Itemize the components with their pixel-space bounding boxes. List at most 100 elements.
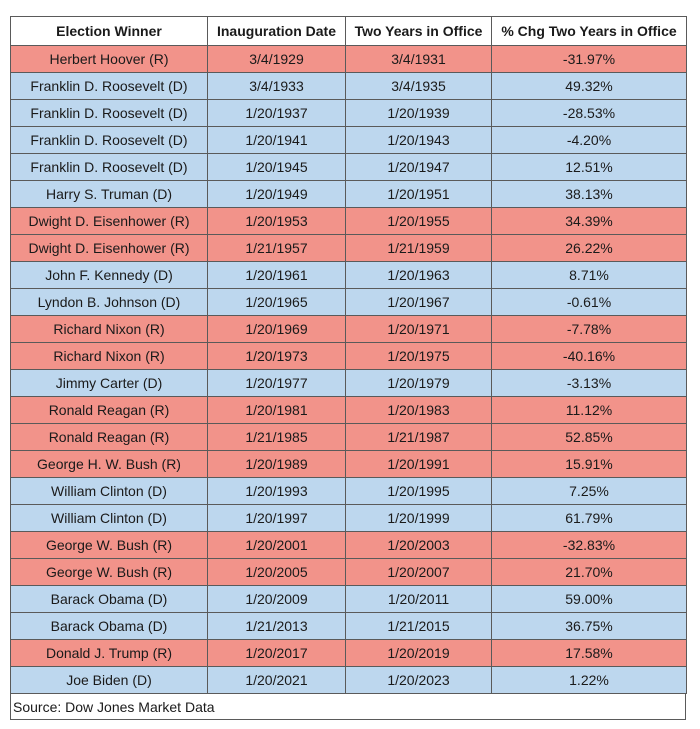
cell-two-years-in-office: 3/4/1935	[345, 72, 492, 100]
header-row: Election Winner Inauguration Date Two Ye…	[10, 16, 687, 46]
table-row: Richard Nixon (R) 1/20/1973 1/20/1975 -40.1…	[10, 342, 687, 370]
table-row: Barack Obama (D) 1/20/2009 1/20/2011 59.00%	[10, 585, 687, 613]
cell-two-years-in-office: 1/20/1947	[345, 153, 492, 181]
cell-election-winner: William Clinton (D)	[10, 477, 208, 505]
header-election-winner: Election Winner	[10, 16, 208, 46]
cell-inauguration-date: 3/4/1933	[207, 72, 346, 100]
cell-two-years-in-office: 1/20/2003	[345, 531, 492, 559]
cell-inauguration-date: 1/20/1977	[207, 369, 346, 397]
cell-inauguration-date: 1/20/1945	[207, 153, 346, 181]
cell-pct-chg: 15.91%	[491, 450, 687, 478]
table-row: George H. W. Bush (R) 1/20/1989 1/20/1991 1…	[10, 450, 687, 478]
cell-pct-chg: 38.13%	[491, 180, 687, 208]
cell-inauguration-date: 1/20/1981	[207, 396, 346, 424]
table-header: Election Winner Inauguration Date Two Ye…	[10, 16, 687, 46]
cell-pct-chg: -32.83%	[491, 531, 687, 559]
cell-inauguration-date: 1/20/1953	[207, 207, 346, 235]
cell-two-years-in-office: 1/20/2019	[345, 639, 492, 667]
table-row: Franklin D. Roosevelt (D) 1/20/1937 1/20/1…	[10, 99, 687, 127]
cell-pct-chg: 8.71%	[491, 261, 687, 289]
cell-inauguration-date: 1/21/1985	[207, 423, 346, 451]
cell-inauguration-date: 3/4/1929	[207, 45, 346, 73]
cell-pct-chg: -0.61%	[491, 288, 687, 316]
cell-inauguration-date: 1/20/2009	[207, 585, 346, 613]
cell-two-years-in-office: 1/20/1967	[345, 288, 492, 316]
cell-two-years-in-office: 1/20/1979	[345, 369, 492, 397]
cell-inauguration-date: 1/20/1993	[207, 477, 346, 505]
cell-two-years-in-office: 3/4/1931	[345, 45, 492, 73]
cell-pct-chg: 26.22%	[491, 234, 687, 262]
cell-inauguration-date: 1/20/1941	[207, 126, 346, 154]
cell-two-years-in-office: 1/20/1939	[345, 99, 492, 127]
cell-pct-chg: 61.79%	[491, 504, 687, 532]
table-row: Lyndon B. Johnson (D) 1/20/1965 1/20/1967-…	[10, 288, 687, 316]
table-row: Franklin D. Roosevelt (D) 1/20/1941 1/20/1…	[10, 126, 687, 154]
cell-election-winner: George H. W. Bush (R)	[10, 450, 208, 478]
cell-two-years-in-office: 1/21/1987	[345, 423, 492, 451]
cell-two-years-in-office: 1/21/2015	[345, 612, 492, 640]
header-two-years-in-office: Two Years in Office	[345, 16, 492, 46]
cell-pct-chg: 7.25%	[491, 477, 687, 505]
cell-two-years-in-office: 1/20/1999	[345, 504, 492, 532]
cell-inauguration-date: 1/21/1957	[207, 234, 346, 262]
table-row: Dwight D. Eisenhower (R) 1/21/1957 1/21/19…	[10, 234, 687, 262]
table-row: George W. Bush (R) 1/20/2005 1/20/2007 21.7…	[10, 558, 687, 586]
election-table-container: Election Winner Inauguration Date Two Ye…	[10, 16, 687, 720]
cell-two-years-in-office: 1/20/2007	[345, 558, 492, 586]
header-pct-chg: % Chg Two Years in Office	[491, 16, 687, 46]
source-note: Source: Dow Jones Market Data	[10, 694, 686, 720]
table-row: William Clinton (D) 1/20/1997 1/20/1999 61.…	[10, 504, 687, 532]
cell-pct-chg: -3.13%	[491, 369, 687, 397]
cell-two-years-in-office: 1/20/1943	[345, 126, 492, 154]
cell-election-winner: Richard Nixon (R)	[10, 315, 208, 343]
table-row: Franklin D. Roosevelt (D) 1/20/1945 1/20/1…	[10, 153, 687, 181]
cell-pct-chg: -4.20%	[491, 126, 687, 154]
cell-two-years-in-office: 1/20/1991	[345, 450, 492, 478]
cell-inauguration-date: 1/20/2021	[207, 666, 346, 694]
cell-election-winner: Joe Biden (D)	[10, 666, 208, 694]
cell-election-winner: Ronald Reagan (R)	[10, 423, 208, 451]
cell-two-years-in-office: 1/20/1971	[345, 315, 492, 343]
cell-inauguration-date: 1/20/2005	[207, 558, 346, 586]
cell-two-years-in-office: 1/20/1983	[345, 396, 492, 424]
cell-two-years-in-office: 1/20/2023	[345, 666, 492, 694]
cell-election-winner: Barack Obama (D)	[10, 612, 208, 640]
cell-two-years-in-office: 1/20/1995	[345, 477, 492, 505]
cell-pct-chg: 21.70%	[491, 558, 687, 586]
header-inauguration-date: Inauguration Date	[207, 16, 346, 46]
cell-pct-chg: 36.75%	[491, 612, 687, 640]
cell-pct-chg: 1.22%	[491, 666, 687, 694]
cell-election-winner: Dwight D. Eisenhower (R)	[10, 207, 208, 235]
cell-inauguration-date: 1/20/1949	[207, 180, 346, 208]
cell-election-winner: George W. Bush (R)	[10, 558, 208, 586]
cell-election-winner: Dwight D. Eisenhower (R)	[10, 234, 208, 262]
table-row: Dwight D. Eisenhower (R) 1/20/1953 1/20/19…	[10, 207, 687, 235]
cell-election-winner: Barack Obama (D)	[10, 585, 208, 613]
cell-pct-chg: 59.00%	[491, 585, 687, 613]
cell-pct-chg: -28.53%	[491, 99, 687, 127]
table-row: Donald J. Trump (R) 1/20/2017 1/20/2019 17.…	[10, 639, 687, 667]
table-body: Herbert Hoover (R) 3/4/1929 3/4/1931 -31.97…	[10, 45, 687, 694]
cell-pct-chg: 49.32%	[491, 72, 687, 100]
cell-two-years-in-office: 1/20/1975	[345, 342, 492, 370]
cell-pct-chg: 17.58%	[491, 639, 687, 667]
cell-pct-chg: -40.16%	[491, 342, 687, 370]
cell-inauguration-date: 1/20/1961	[207, 261, 346, 289]
table-row: George W. Bush (R) 1/20/2001 1/20/2003 -32.…	[10, 531, 687, 559]
cell-election-winner: Jimmy Carter (D)	[10, 369, 208, 397]
table-row: Jimmy Carter (D) 1/20/1977 1/20/1979 -3.13%	[10, 369, 687, 397]
cell-election-winner: Richard Nixon (R)	[10, 342, 208, 370]
cell-pct-chg: 11.12%	[491, 396, 687, 424]
table-row: Harry S. Truman (D) 1/20/1949 1/20/1951 38.…	[10, 180, 687, 208]
cell-inauguration-date: 1/20/1989	[207, 450, 346, 478]
cell-election-winner: Franklin D. Roosevelt (D)	[10, 126, 208, 154]
cell-inauguration-date: 1/20/1973	[207, 342, 346, 370]
election-returns-table: Election Winner Inauguration Date Two Ye…	[10, 16, 687, 694]
cell-pct-chg: 52.85%	[491, 423, 687, 451]
table-row: Barack Obama (D) 1/21/2013 1/21/2015 36.75%	[10, 612, 687, 640]
table-row: Ronald Reagan (R) 1/20/1981 1/20/1983 11.12…	[10, 396, 687, 424]
cell-pct-chg: -31.97%	[491, 45, 687, 73]
table-row: Ronald Reagan (R) 1/21/1985 1/21/1987 52.85…	[10, 423, 687, 451]
cell-election-winner: Franklin D. Roosevelt (D)	[10, 72, 208, 100]
cell-inauguration-date: 1/20/1965	[207, 288, 346, 316]
